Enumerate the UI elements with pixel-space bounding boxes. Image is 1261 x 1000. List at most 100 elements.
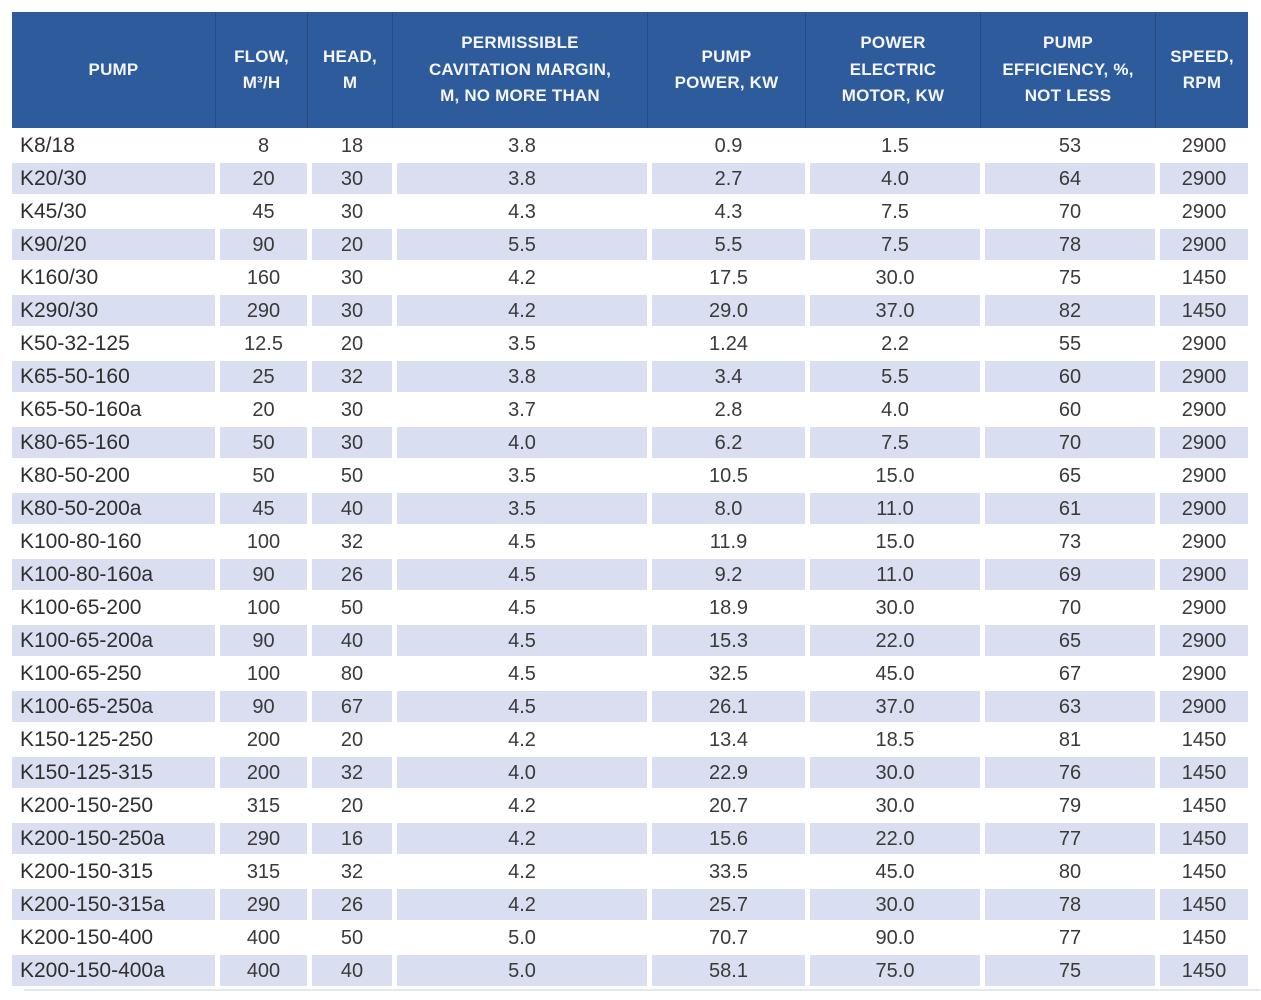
cell-value: 32.5 [647,656,805,689]
cell-value: 1.5 [805,128,980,161]
cell-value: 6.2 [647,425,805,458]
cell-pump-name: K200-150-315a [12,887,215,920]
cell-value: 4.5 [392,656,647,689]
cell-value: 4.2 [392,887,647,920]
cell-value: 2900 [1155,194,1248,227]
cell-value: 4.2 [392,788,647,821]
cell-value: 69 [980,557,1155,590]
cell-value: 2900 [1155,359,1248,392]
cell-value: 90.0 [805,920,980,953]
cell-value: 4.0 [392,755,647,788]
cell-pump-name: K160/30 [12,260,215,293]
cell-value: 77 [980,920,1155,953]
cell-value: 16 [307,821,392,854]
cell-value: 50 [307,920,392,953]
cell-pump-name: K150-125-250 [12,722,215,755]
cell-value: 75 [980,953,1155,986]
cell-value: 3.8 [392,359,647,392]
cell-value: 100 [215,524,307,557]
header-cell-head: HEAD, M [307,12,392,128]
cell-value: 78 [980,887,1155,920]
table-row: K80-65-160 50 30 4.0 6.2 7.5 70 2900 [12,425,1248,458]
table-row: K200-150-400a 400 40 5.0 58.1 75.0 75 1450 [12,953,1248,986]
cell-pump-name: K100-65-250 [12,656,215,689]
cell-pump-name: K80-50-200a [12,491,215,524]
table-row: K200-150-400 400 50 5.0 70.7 90.0 77 1450 [12,920,1248,953]
cell-value: 315 [215,854,307,887]
cell-value: 20 [215,161,307,194]
header-cell-efficiency: PUMP EFFICIENCY, %, NOT LESS [980,12,1155,128]
cell-value: 79 [980,788,1155,821]
cell-value: 3.5 [392,326,647,359]
cell-value: 5.5 [392,227,647,260]
cell-value: 81 [980,722,1155,755]
cell-value: 32 [307,755,392,788]
cell-value: 30.0 [805,755,980,788]
cell-value: 5.0 [392,953,647,986]
cell-value: 1450 [1155,293,1248,326]
cell-value: 1450 [1155,887,1248,920]
header-row: PUMP FLOW, M³/H HEAD, M PERMISSIBLE CAVI… [12,12,1248,128]
cell-pump-name: K200-150-250a [12,821,215,854]
cell-pump-name: K90/20 [12,227,215,260]
cell-value: 2900 [1155,623,1248,656]
table-row: K150-125-250 200 20 4.2 13.4 18.5 81 1450 [12,722,1248,755]
cell-value: 2900 [1155,524,1248,557]
cell-value: 1450 [1155,821,1248,854]
cell-value: 4.5 [392,557,647,590]
cell-value: 1450 [1155,260,1248,293]
cell-value: 2900 [1155,392,1248,425]
cell-value: 40 [307,953,392,986]
cell-value: 4.2 [392,854,647,887]
table-row: K100-80-160 100 32 4.5 11.9 15.0 73 2900 [12,524,1248,557]
cell-value: 30 [307,392,392,425]
header-cell-motor-power: POWER ELECTRIC MOTOR, KW [805,12,980,128]
table-row: K65-50-160 25 32 3.8 3.4 5.5 60 2900 [12,359,1248,392]
table-row: K160/30 160 30 4.2 17.5 30.0 75 1450 [12,260,1248,293]
cell-value: 2.8 [647,392,805,425]
cell-value: 3.7 [392,392,647,425]
cell-value: 11.9 [647,524,805,557]
cell-value: 55 [980,326,1155,359]
cell-pump-name: K45/30 [12,194,215,227]
cell-pump-name: K65-50-160a [12,392,215,425]
cell-value: 40 [307,491,392,524]
cell-value: 25 [215,359,307,392]
cell-value: 290 [215,293,307,326]
cell-value: 13.4 [647,722,805,755]
cell-value: 90 [215,227,307,260]
cell-value: 76 [980,755,1155,788]
cell-pump-name: K290/30 [12,293,215,326]
cell-pump-name: K200-150-400a [12,953,215,986]
cell-value: 30 [307,425,392,458]
cell-value: 1450 [1155,755,1248,788]
cell-pump-name: K50-32-125 [12,326,215,359]
cell-value: 3.4 [647,359,805,392]
table-row: K100-65-250a 90 67 4.5 26.1 37.0 63 2900 [12,689,1248,722]
cell-value: 26.1 [647,689,805,722]
cell-value: 4.2 [392,293,647,326]
cell-value: 2900 [1155,425,1248,458]
cell-value: 400 [215,953,307,986]
cell-value: 8 [215,128,307,161]
cell-value: 3.8 [392,161,647,194]
cell-value: 18 [307,128,392,161]
cell-value: 77 [980,821,1155,854]
cell-value: 75.0 [805,953,980,986]
cell-value: 60 [980,392,1155,425]
cell-value: 2900 [1155,128,1248,161]
cell-value: 12.5 [215,326,307,359]
table-row: K65-50-160a 20 30 3.7 2.8 4.0 60 2900 [12,392,1248,425]
cell-value: 29.0 [647,293,805,326]
cell-value: 80 [307,656,392,689]
cell-value: 4.0 [805,392,980,425]
cell-value: 37.0 [805,293,980,326]
header-cell-cavitation-margin: PERMISSIBLE CAVITATION MARGIN, M, NO MOR… [392,12,647,128]
cell-value: 70 [980,194,1155,227]
cell-value: 18.5 [805,722,980,755]
cell-value: 20 [307,788,392,821]
table-row: K200-150-315a 290 26 4.2 25.7 30.0 78 1450 [12,887,1248,920]
table-row: K50-32-125 12.5 20 3.5 1.24 2.2 55 2900 [12,326,1248,359]
cell-value: 5.0 [392,920,647,953]
table-row: K200-150-250a 290 16 4.2 15.6 22.0 77 1450 [12,821,1248,854]
